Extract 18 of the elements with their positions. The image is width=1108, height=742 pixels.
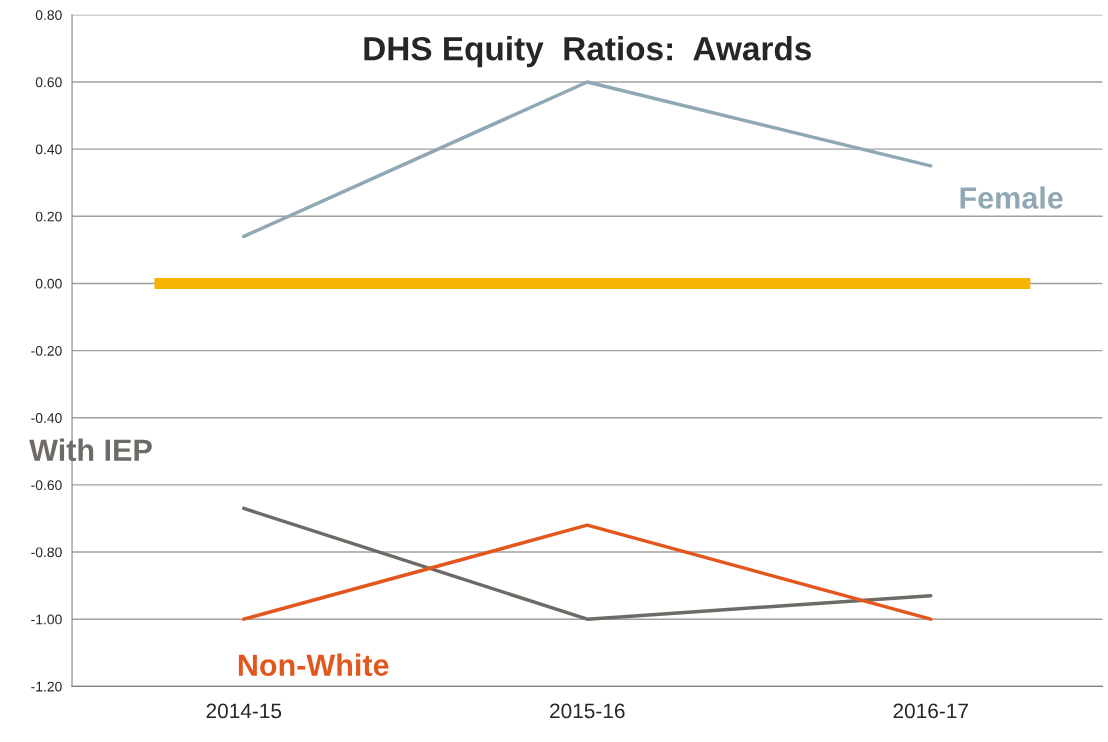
x-tick-label: 2015-16 [550,703,625,719]
x-tick-label: 2014-15 [206,703,282,719]
series-label: Non-White [238,653,389,677]
y-tick-label: -0.60 [31,480,62,491]
y-tick-label: 0.00 [35,278,62,289]
y-tick-label: -0.80 [31,547,62,558]
text: With IEP [29,438,152,462]
y-tick-label: 0.20 [35,211,62,222]
x-tick-label: 2016-17 [893,703,968,719]
series-label: Female [960,186,1063,209]
text: DHS Equity Ratios: Awards [364,36,811,68]
y-tick-label: -1.00 [31,614,62,625]
y-tick-label: -1.20 [31,681,62,692]
y-tick-label: 0.40 [35,144,62,155]
y-tick-label: 0.80 [35,10,62,21]
y-tick-label: 0.60 [35,77,62,88]
y-tick-label: -0.40 [31,413,62,423]
y-tick-label: -0.20 [31,345,62,356]
